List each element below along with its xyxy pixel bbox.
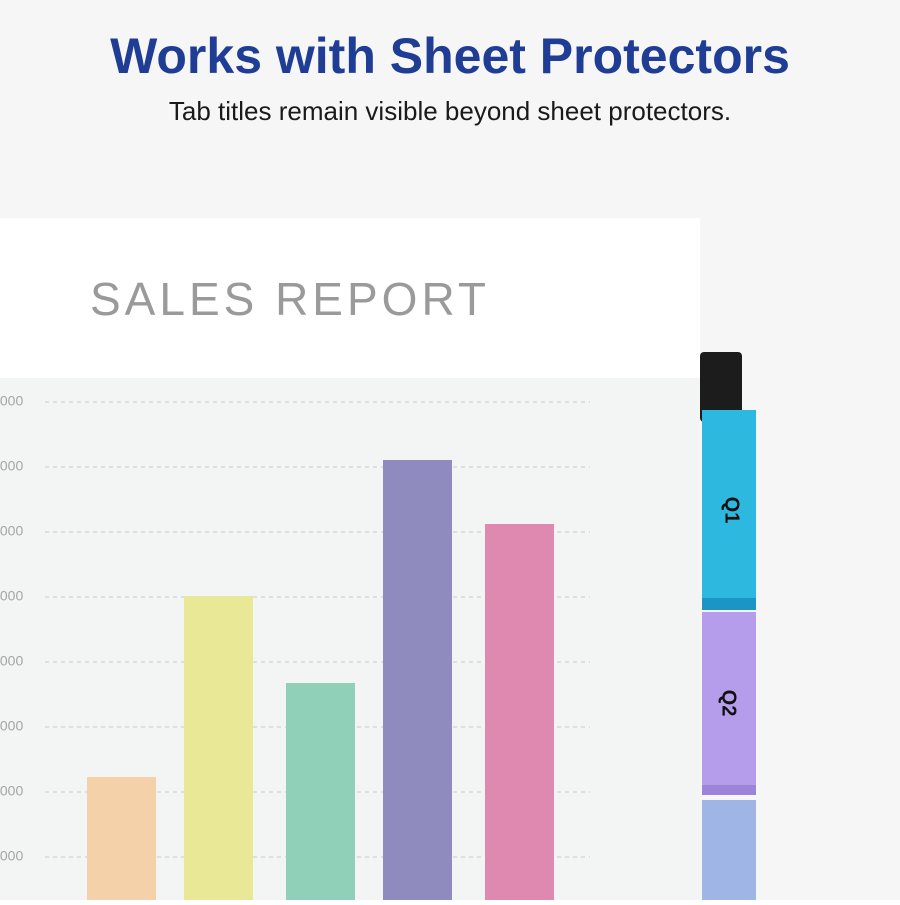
- bar: [286, 683, 355, 900]
- tab-label: Q1: [721, 497, 743, 524]
- black-tab: [700, 352, 742, 422]
- axis-label: ,000: [0, 783, 23, 799]
- axis-label: ,000: [0, 588, 23, 604]
- bar: [184, 596, 253, 900]
- tab-q1-edge: [702, 598, 756, 610]
- axis-label: ,000: [0, 523, 23, 539]
- headline: Works with Sheet Protectors: [110, 28, 790, 84]
- tab-label: Q2: [718, 690, 740, 717]
- bar: [485, 524, 554, 900]
- axis-label: ,000: [0, 393, 23, 409]
- axis-label: ,000: [0, 718, 23, 734]
- sheet-title: SALES REPORT: [90, 273, 490, 325]
- bar: [87, 777, 156, 900]
- tab-q3: [702, 800, 756, 900]
- tab-q1: [702, 410, 756, 610]
- subheadline: Tab titles remain visible beyond sheet p…: [169, 96, 731, 126]
- tab-q2: [702, 612, 756, 795]
- axis-label: ,000: [0, 653, 23, 669]
- bar: [383, 460, 452, 900]
- tab-q2-edge: [702, 785, 756, 795]
- axis-label: ,000: [0, 848, 23, 864]
- axis-label: ,000: [0, 458, 23, 474]
